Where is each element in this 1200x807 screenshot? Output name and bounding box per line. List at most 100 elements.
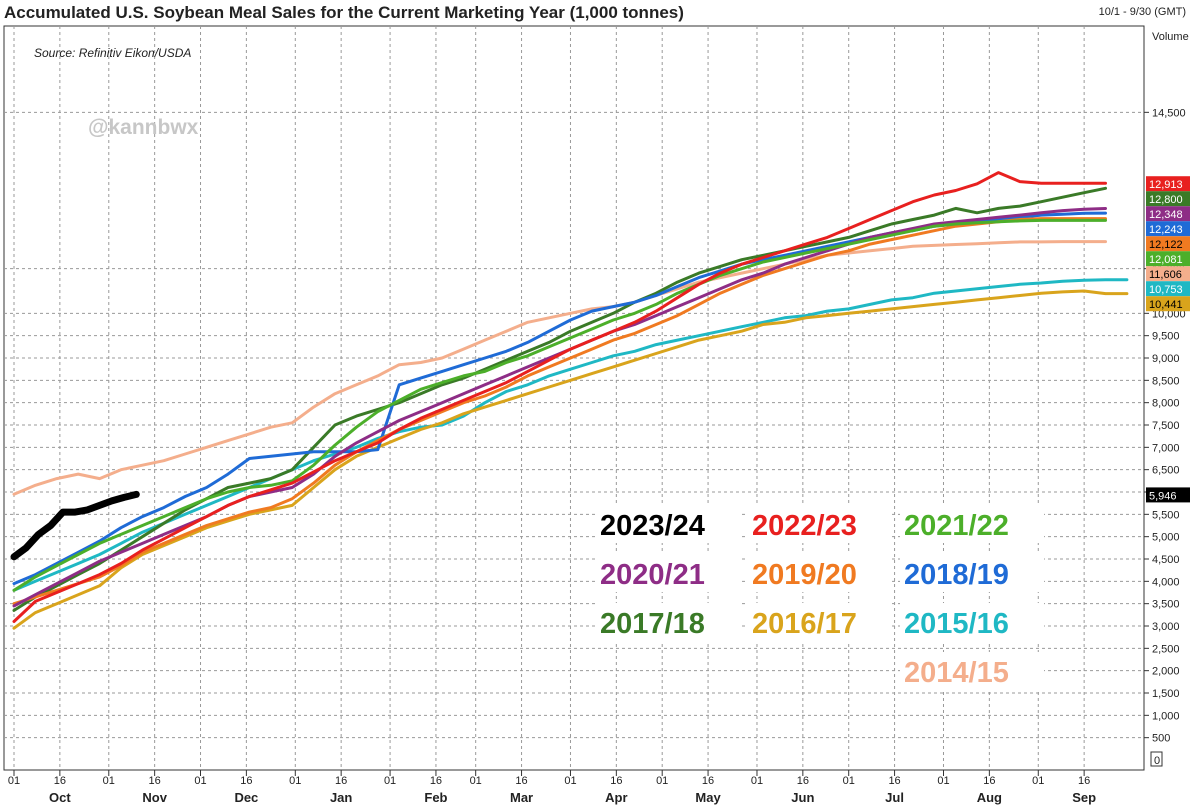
x-tick-label: 01 xyxy=(103,775,115,787)
end-label: 12,122 xyxy=(1149,239,1183,251)
y-tick-label-zero: 0 xyxy=(1154,755,1160,767)
source-note: Source: Refinitiv Eikon/USDA xyxy=(34,46,191,60)
series-line-2016-17 xyxy=(12,289,1129,630)
end-label-box xyxy=(1146,206,1190,222)
legend-entry: 2021/22 xyxy=(904,510,1009,542)
end-label-box xyxy=(1146,236,1190,252)
end-label-box xyxy=(1146,487,1190,503)
end-label: 10,441 xyxy=(1149,299,1183,311)
legend-entry: 2015/16 xyxy=(904,608,1009,640)
end-label-box xyxy=(1146,176,1190,192)
y-tick-label: 10,000 xyxy=(1152,308,1186,320)
x-month-label: Aug xyxy=(977,790,1002,805)
x-tick-label: 01 xyxy=(937,775,949,787)
x-month-label: Apr xyxy=(605,790,627,805)
y-tick-label: 8,000 xyxy=(1152,398,1180,410)
y-tick-label: 2,000 xyxy=(1152,666,1180,678)
y-tick-label: 5,500 xyxy=(1152,509,1180,521)
end-label-box xyxy=(1146,221,1190,237)
x-tick-label: 01 xyxy=(470,775,482,787)
y-tick-label: 7,000 xyxy=(1152,442,1180,454)
x-tick-label: 16 xyxy=(54,775,66,787)
chart-title: Accumulated U.S. Soybean Meal Sales for … xyxy=(4,3,684,22)
x-tick-label: 16 xyxy=(430,775,442,787)
x-tick-label: 16 xyxy=(335,775,347,787)
x-month-label: Dec xyxy=(234,790,258,805)
legend-bg xyxy=(900,652,1044,690)
y-axis-label: Volume xyxy=(1152,31,1189,43)
end-label: 12,081 xyxy=(1149,254,1183,266)
x-month-label: Mar xyxy=(510,790,533,805)
y-tick-label: 5,000 xyxy=(1152,532,1180,544)
legend-bg xyxy=(596,603,740,641)
series-line-2019-20 xyxy=(12,217,1107,606)
series-line-2014-15 xyxy=(12,240,1107,496)
x-tick-label: 16 xyxy=(240,775,252,787)
y-tick-label: 14,500 xyxy=(1152,107,1186,119)
x-month-label: Sep xyxy=(1072,790,1096,805)
legend-entry: 2022/23 xyxy=(752,510,857,542)
x-tick-label: 01 xyxy=(8,775,20,787)
watermark: @kannbwx xyxy=(88,116,199,139)
y-tick-label: 9,500 xyxy=(1152,331,1180,343)
x-tick-label: 16 xyxy=(702,775,714,787)
legend-entry: 2014/15 xyxy=(904,657,1009,689)
x-tick-label: 16 xyxy=(983,775,995,787)
x-tick-label: 01 xyxy=(751,775,763,787)
x-month-label: Feb xyxy=(424,790,447,805)
series-line-2023-24 xyxy=(10,490,140,561)
end-label-box xyxy=(1146,191,1190,207)
legend-bg xyxy=(900,603,1044,641)
y-zero-box xyxy=(1150,751,1163,767)
legend-entry: 2020/21 xyxy=(600,559,705,591)
x-tick-label: 16 xyxy=(1078,775,1090,787)
x-month-label: Jun xyxy=(791,790,814,805)
y-tick-label: 8,500 xyxy=(1152,375,1180,387)
legend-bg xyxy=(748,554,892,592)
legend-bg xyxy=(900,554,1044,592)
series-lines xyxy=(10,171,1129,630)
y-tick-label: 1,500 xyxy=(1152,688,1180,700)
legend-entry: 2017/18 xyxy=(600,608,705,640)
x-axis: 01 16 01 16 01 16 01 16 01 16 01 16 01 16 01 16 01 16 01 16… xyxy=(8,770,1096,805)
y-tick-label: 2,500 xyxy=(1152,643,1180,655)
y-tick-label: 3,000 xyxy=(1152,621,1180,633)
x-month-label: May xyxy=(695,790,721,805)
x-tick-label: 16 xyxy=(610,775,622,787)
end-label: 11,606 xyxy=(1149,269,1182,281)
end-label-box xyxy=(1146,281,1190,297)
legend-entry: 2018/19 xyxy=(904,559,1009,591)
x-tick-label: 01 xyxy=(1032,775,1044,787)
x-month-label: Oct xyxy=(49,790,71,805)
end-label: 10,753 xyxy=(1149,284,1183,296)
legend-entry: 2019/20 xyxy=(752,559,857,591)
x-month-label: Jan xyxy=(330,790,352,805)
x-tick-label: 01 xyxy=(194,775,206,787)
end-label: 12,913 xyxy=(1149,179,1183,191)
y-tick-label: 6,500 xyxy=(1152,465,1180,477)
series-line-2015-16 xyxy=(12,278,1129,592)
legend-bg xyxy=(596,554,740,592)
legend-bg xyxy=(748,505,892,543)
end-label: 12,800 xyxy=(1149,194,1183,206)
y-tick-label: 4,000 xyxy=(1152,576,1180,588)
series-line-2022-23 xyxy=(12,171,1107,623)
legend-entry: 2016/17 xyxy=(752,608,857,640)
series-line-2021-22 xyxy=(12,218,1107,592)
y-tick-label: 4,500 xyxy=(1152,554,1180,566)
end-label-box xyxy=(1146,266,1190,282)
end-label: 5,946 xyxy=(1149,490,1177,502)
y-tick-label: 9,000 xyxy=(1152,353,1180,365)
y-tick-label: 1,000 xyxy=(1152,710,1180,722)
x-tick-label: 01 xyxy=(384,775,396,787)
x-tick-label: 01 xyxy=(564,775,576,787)
end-label: 12,243 xyxy=(1149,224,1183,236)
date-range: 10/1 - 9/30 (GMT) xyxy=(1098,6,1186,18)
x-tick-label: 01 xyxy=(289,775,301,787)
x-month-label: Jul xyxy=(885,790,904,805)
x-tick-label: 01 xyxy=(843,775,855,787)
legend-bg xyxy=(900,505,1044,543)
end-label-box xyxy=(1146,251,1190,267)
end-label-box xyxy=(1146,296,1190,312)
